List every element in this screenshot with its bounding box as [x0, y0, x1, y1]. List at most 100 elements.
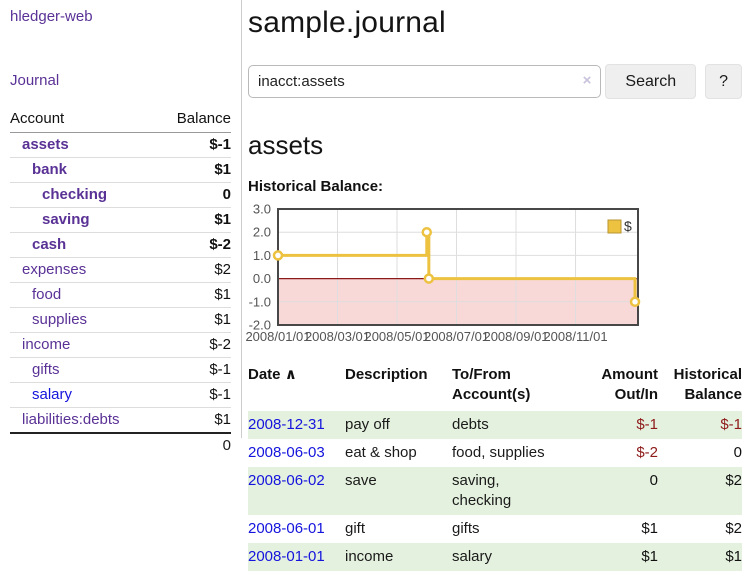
- register-date-link[interactable]: 2008-01-01: [248, 548, 325, 565]
- sidebar-account-link[interactable]: expenses: [22, 261, 87, 278]
- accounts-total-spacer: [10, 432, 158, 458]
- register-header-balance: Historical Balance: [673, 366, 742, 403]
- data-point-marker: [272, 250, 284, 261]
- register-amount-cell: $-2: [636, 444, 658, 461]
- legend-label: $: [624, 218, 632, 234]
- plot-border: [277, 208, 639, 326]
- clear-search-icon[interactable]: ×: [582, 72, 592, 89]
- register-row: 2008-06-01 gift gifts $1 $2: [248, 515, 742, 543]
- data-point-marker: [423, 273, 435, 284]
- y-axis-tick-label: 1.0: [253, 248, 271, 263]
- register-description-cell: income: [345, 543, 452, 571]
- register-date-link[interactable]: 2008-06-02: [248, 472, 325, 489]
- register-row: 2008-01-01 income salary $1 $1: [248, 543, 742, 571]
- register-date-cell: 2008-12-31: [248, 411, 345, 439]
- historical-balance-chart[interactable]: 3.0 2.0 1.0 0.0 -1.0 -2.02008/01/012008/03/01…: [240, 201, 644, 353]
- sidebar-account-row: food $1: [10, 282, 231, 308]
- sidebar-account-row: bank $1: [10, 157, 231, 183]
- sidebar-account-link[interactable]: salary: [32, 386, 73, 403]
- register-balance-cell: $-1: [672, 411, 742, 439]
- y-axis-tick-label: 2.0: [253, 225, 271, 240]
- x-axis-tick-label: 2008/01/01: [245, 329, 310, 344]
- sidebar-account-link[interactable]: checking: [42, 186, 108, 203]
- sidebar-account-row: liabilities:debts $1: [10, 407, 231, 434]
- register-header-amount: Amount Out/In: [601, 366, 658, 403]
- sidebar-account-row: gifts $-1: [10, 357, 231, 383]
- sidebar-account-link[interactable]: supplies: [32, 311, 88, 328]
- x-axis-tick-label: 2008/09/01: [483, 329, 548, 344]
- sidebar-account-link[interactable]: liabilities:debts: [22, 411, 120, 428]
- sidebar-account-link[interactable]: food: [32, 286, 62, 303]
- register-amount-cell: $1: [585, 543, 672, 571]
- accounts-table-header: Account Balance: [10, 110, 231, 133]
- app-brand-link[interactable]: hledger-web: [10, 8, 93, 25]
- sidebar-account-link[interactable]: bank: [32, 161, 68, 178]
- register-description-cell: eat & shop: [345, 444, 417, 461]
- sidebar-account-balance: $1: [157, 207, 231, 233]
- register-description-cell: pay off: [345, 411, 452, 439]
- sidebar-account-balance: $1: [157, 157, 231, 183]
- search-input-wrap: ×: [248, 65, 602, 98]
- sidebar-account-balance: $1: [157, 282, 231, 308]
- sidebar-account-row: assets $-1: [10, 132, 231, 158]
- sidebar-item-journal[interactable]: Journal: [10, 72, 60, 89]
- register-date-cell: 2008-06-03: [248, 439, 345, 467]
- sidebar-account-link[interactable]: cash: [32, 236, 67, 253]
- sidebar-account-row: saving $1: [10, 207, 231, 233]
- register-accounts-cell: saving, checking: [452, 467, 585, 515]
- register-date-cell: 2008-01-01: [248, 543, 345, 571]
- register-row: 2008-06-03 eat & shop food, supplies $-2 0: [248, 439, 742, 467]
- y-axis-tick-label: 3.0: [253, 202, 271, 217]
- x-axis-tick-label: 2008/03/01: [305, 329, 370, 344]
- sidebar-account-link[interactable]: assets: [22, 136, 69, 153]
- register-date-link[interactable]: 2008-06-01: [248, 520, 325, 537]
- sidebar-account-balance: 0: [157, 182, 231, 208]
- sidebar: hledger-web Journal Account Balance asse…: [0, 0, 242, 458]
- search-button[interactable]: Search: [605, 64, 697, 99]
- legend-swatch: [607, 219, 622, 234]
- sidebar-account-balance: $-1: [157, 132, 231, 158]
- register-balance-cell: $2: [672, 467, 742, 515]
- register-description-cell: gift: [345, 520, 366, 537]
- register-header-description: Description: [345, 366, 428, 383]
- register-balance-cell: 0: [733, 444, 742, 461]
- sidebar-account-row: supplies $1: [10, 307, 231, 333]
- sidebar-account-link[interactable]: saving: [42, 211, 90, 228]
- register-date-link[interactable]: 2008-12-31: [248, 416, 325, 433]
- search-input[interactable]: [248, 65, 602, 98]
- accounts-table: Account Balance assets $-1 bank $1 checking 0…: [10, 110, 231, 458]
- sidebar-account-row: salary $-1: [10, 382, 231, 408]
- register-amount-cell: 0: [585, 467, 672, 515]
- register-date-link[interactable]: 2008-06-03: [248, 444, 325, 461]
- y-axis-tick-label: -1.0: [249, 294, 271, 309]
- sidebar-account-row: expenses $2: [10, 257, 231, 283]
- accounts-header-balance: Balance: [157, 110, 231, 133]
- sort-ascending-icon: ∧: [284, 366, 297, 383]
- x-axis-tick-label: 2008/11/01: [543, 329, 607, 344]
- x-axis-tick-label: 2008/05/01: [364, 329, 429, 344]
- accounts-header-account: Account: [10, 110, 158, 133]
- sidebar-account-link[interactable]: gifts: [32, 361, 60, 378]
- register-header-date[interactable]: Date ∧: [248, 366, 297, 383]
- page-title: sample.journal: [248, 6, 446, 39]
- sidebar-account-row: income $-2: [10, 332, 231, 358]
- y-axis-tick-label: -2.0: [249, 318, 271, 333]
- data-point-marker: [629, 296, 641, 308]
- register-date-cell: 2008-06-01: [248, 515, 345, 543]
- search-bar: × Search ?: [248, 64, 742, 99]
- sidebar-account-balance: $2: [157, 257, 231, 283]
- accounts-total-value: 0: [157, 432, 231, 458]
- register-header-row: Date ∧ Description To/From Account(s) Am…: [248, 365, 742, 411]
- sidebar-account-balance: $-1: [157, 382, 231, 408]
- sidebar-account-balance: $-1: [157, 357, 231, 383]
- sidebar-account-balance: $1: [157, 407, 231, 434]
- sidebar-account-link[interactable]: income: [22, 336, 71, 353]
- account-heading: assets: [248, 130, 324, 160]
- chart-title: Historical Balance:: [248, 178, 384, 195]
- register-accounts-cell: food, supplies: [452, 444, 545, 461]
- register-balance-cell: $2: [725, 520, 742, 537]
- register-row: 2008-06-02 save saving, checking 0 $2: [248, 467, 742, 515]
- register-amount-cell: $1: [641, 520, 658, 537]
- sidebar-account-row: checking 0: [10, 182, 231, 208]
- help-button[interactable]: ?: [705, 64, 742, 99]
